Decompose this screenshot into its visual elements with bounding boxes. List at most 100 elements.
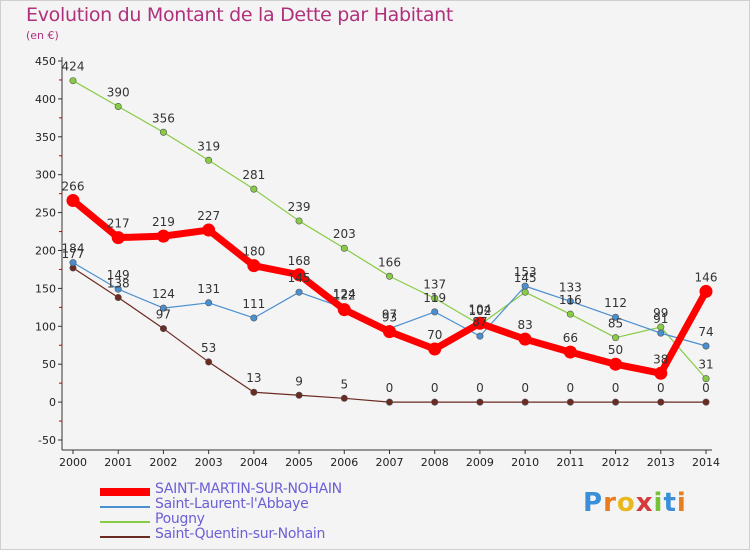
data-point bbox=[250, 388, 258, 396]
data-point bbox=[431, 308, 439, 316]
data-label: 131 bbox=[197, 282, 220, 296]
data-label: 13 bbox=[246, 371, 261, 385]
data-label: 70 bbox=[427, 328, 442, 342]
data-point bbox=[385, 398, 393, 406]
data-point bbox=[156, 229, 170, 243]
data-point bbox=[247, 259, 261, 273]
data-point bbox=[702, 375, 710, 383]
x-tick-label: 2001 bbox=[104, 456, 132, 469]
data-label: 145 bbox=[288, 271, 311, 285]
data-point bbox=[250, 185, 258, 193]
data-point bbox=[566, 297, 574, 305]
x-tick-label: 2007 bbox=[376, 456, 404, 469]
data-point bbox=[612, 398, 620, 406]
y-tick-label: 450 bbox=[35, 55, 56, 68]
data-point bbox=[563, 345, 577, 359]
data-point bbox=[521, 398, 529, 406]
data-label: 50 bbox=[608, 343, 623, 357]
data-label: 180 bbox=[242, 245, 265, 259]
data-label: 390 bbox=[107, 85, 130, 99]
data-point bbox=[292, 268, 306, 282]
data-label: 99 bbox=[653, 306, 668, 320]
data-label: 146 bbox=[695, 270, 718, 284]
data-label: 9 bbox=[295, 374, 303, 388]
data-label: 93 bbox=[382, 311, 397, 325]
data-point bbox=[337, 303, 351, 317]
data-label: 0 bbox=[521, 381, 529, 395]
data-point bbox=[114, 102, 122, 110]
data-label: 31 bbox=[698, 358, 713, 372]
chart-title: Evolution du Montant de la Dette par Hab… bbox=[26, 4, 454, 26]
data-point bbox=[202, 223, 216, 237]
chart-subtitle: (en €) bbox=[26, 29, 59, 42]
data-label: 122 bbox=[333, 289, 356, 303]
data-point bbox=[654, 366, 668, 380]
x-tick-label: 2009 bbox=[466, 456, 494, 469]
data-label: 0 bbox=[476, 381, 484, 395]
data-label: 424 bbox=[62, 60, 85, 74]
x-tick-label: 2010 bbox=[511, 456, 539, 469]
data-label: 239 bbox=[288, 200, 311, 214]
data-label: 38 bbox=[653, 352, 668, 366]
data-point bbox=[657, 329, 665, 337]
y-tick-label: 150 bbox=[35, 282, 56, 295]
data-point bbox=[111, 231, 125, 245]
data-point bbox=[431, 398, 439, 406]
y-tick-label: 350 bbox=[35, 131, 56, 144]
data-point bbox=[473, 316, 487, 330]
data-label: 266 bbox=[62, 179, 85, 193]
data-point bbox=[518, 332, 532, 346]
data-point bbox=[159, 304, 167, 312]
data-point bbox=[340, 394, 348, 402]
data-label: 83 bbox=[518, 318, 533, 332]
data-label: 184 bbox=[62, 242, 85, 256]
data-label: 124 bbox=[152, 287, 175, 301]
data-label: 97 bbox=[156, 308, 171, 322]
data-label: 217 bbox=[107, 217, 130, 231]
data-label: 0 bbox=[702, 381, 710, 395]
legend-swatch bbox=[100, 536, 150, 538]
data-label: 137 bbox=[423, 277, 446, 291]
y-tick-label: 400 bbox=[35, 93, 56, 106]
data-point bbox=[521, 282, 529, 290]
y-tick-label: -50 bbox=[38, 434, 56, 447]
data-label: 5 bbox=[340, 377, 348, 391]
data-point bbox=[612, 313, 620, 321]
x-tick-label: 2004 bbox=[240, 456, 268, 469]
data-point bbox=[69, 77, 77, 85]
data-point bbox=[295, 217, 303, 225]
data-point bbox=[114, 285, 122, 293]
legend-swatch bbox=[100, 521, 150, 523]
data-point bbox=[159, 128, 167, 136]
data-label: 74 bbox=[698, 325, 713, 339]
data-point bbox=[114, 293, 122, 301]
data-label: 227 bbox=[197, 209, 220, 223]
data-point bbox=[205, 156, 213, 164]
data-point bbox=[521, 288, 529, 296]
data-label: 168 bbox=[288, 254, 311, 268]
data-label: 145 bbox=[514, 271, 537, 285]
data-point bbox=[295, 288, 303, 296]
data-label: 319 bbox=[197, 139, 220, 153]
x-tick-label: 2011 bbox=[556, 456, 584, 469]
data-point bbox=[66, 193, 80, 207]
data-point bbox=[476, 332, 484, 340]
data-label: 124 bbox=[333, 287, 356, 301]
data-point bbox=[69, 259, 77, 267]
legend-swatch bbox=[100, 488, 150, 496]
data-label: 85 bbox=[608, 317, 623, 331]
y-tick-label: 0 bbox=[49, 396, 56, 409]
x-tick-label: 2005 bbox=[285, 456, 313, 469]
data-point bbox=[250, 314, 258, 322]
data-label: 0 bbox=[431, 381, 439, 395]
y-tick-label: 300 bbox=[35, 169, 56, 182]
data-label: 133 bbox=[559, 280, 582, 294]
data-label: 281 bbox=[242, 168, 265, 182]
data-point bbox=[476, 398, 484, 406]
legend-label: Pougny bbox=[155, 511, 205, 527]
data-label: 97 bbox=[382, 308, 397, 322]
data-label: 53 bbox=[201, 341, 216, 355]
y-tick-label: 200 bbox=[35, 245, 56, 258]
data-point bbox=[205, 358, 213, 366]
